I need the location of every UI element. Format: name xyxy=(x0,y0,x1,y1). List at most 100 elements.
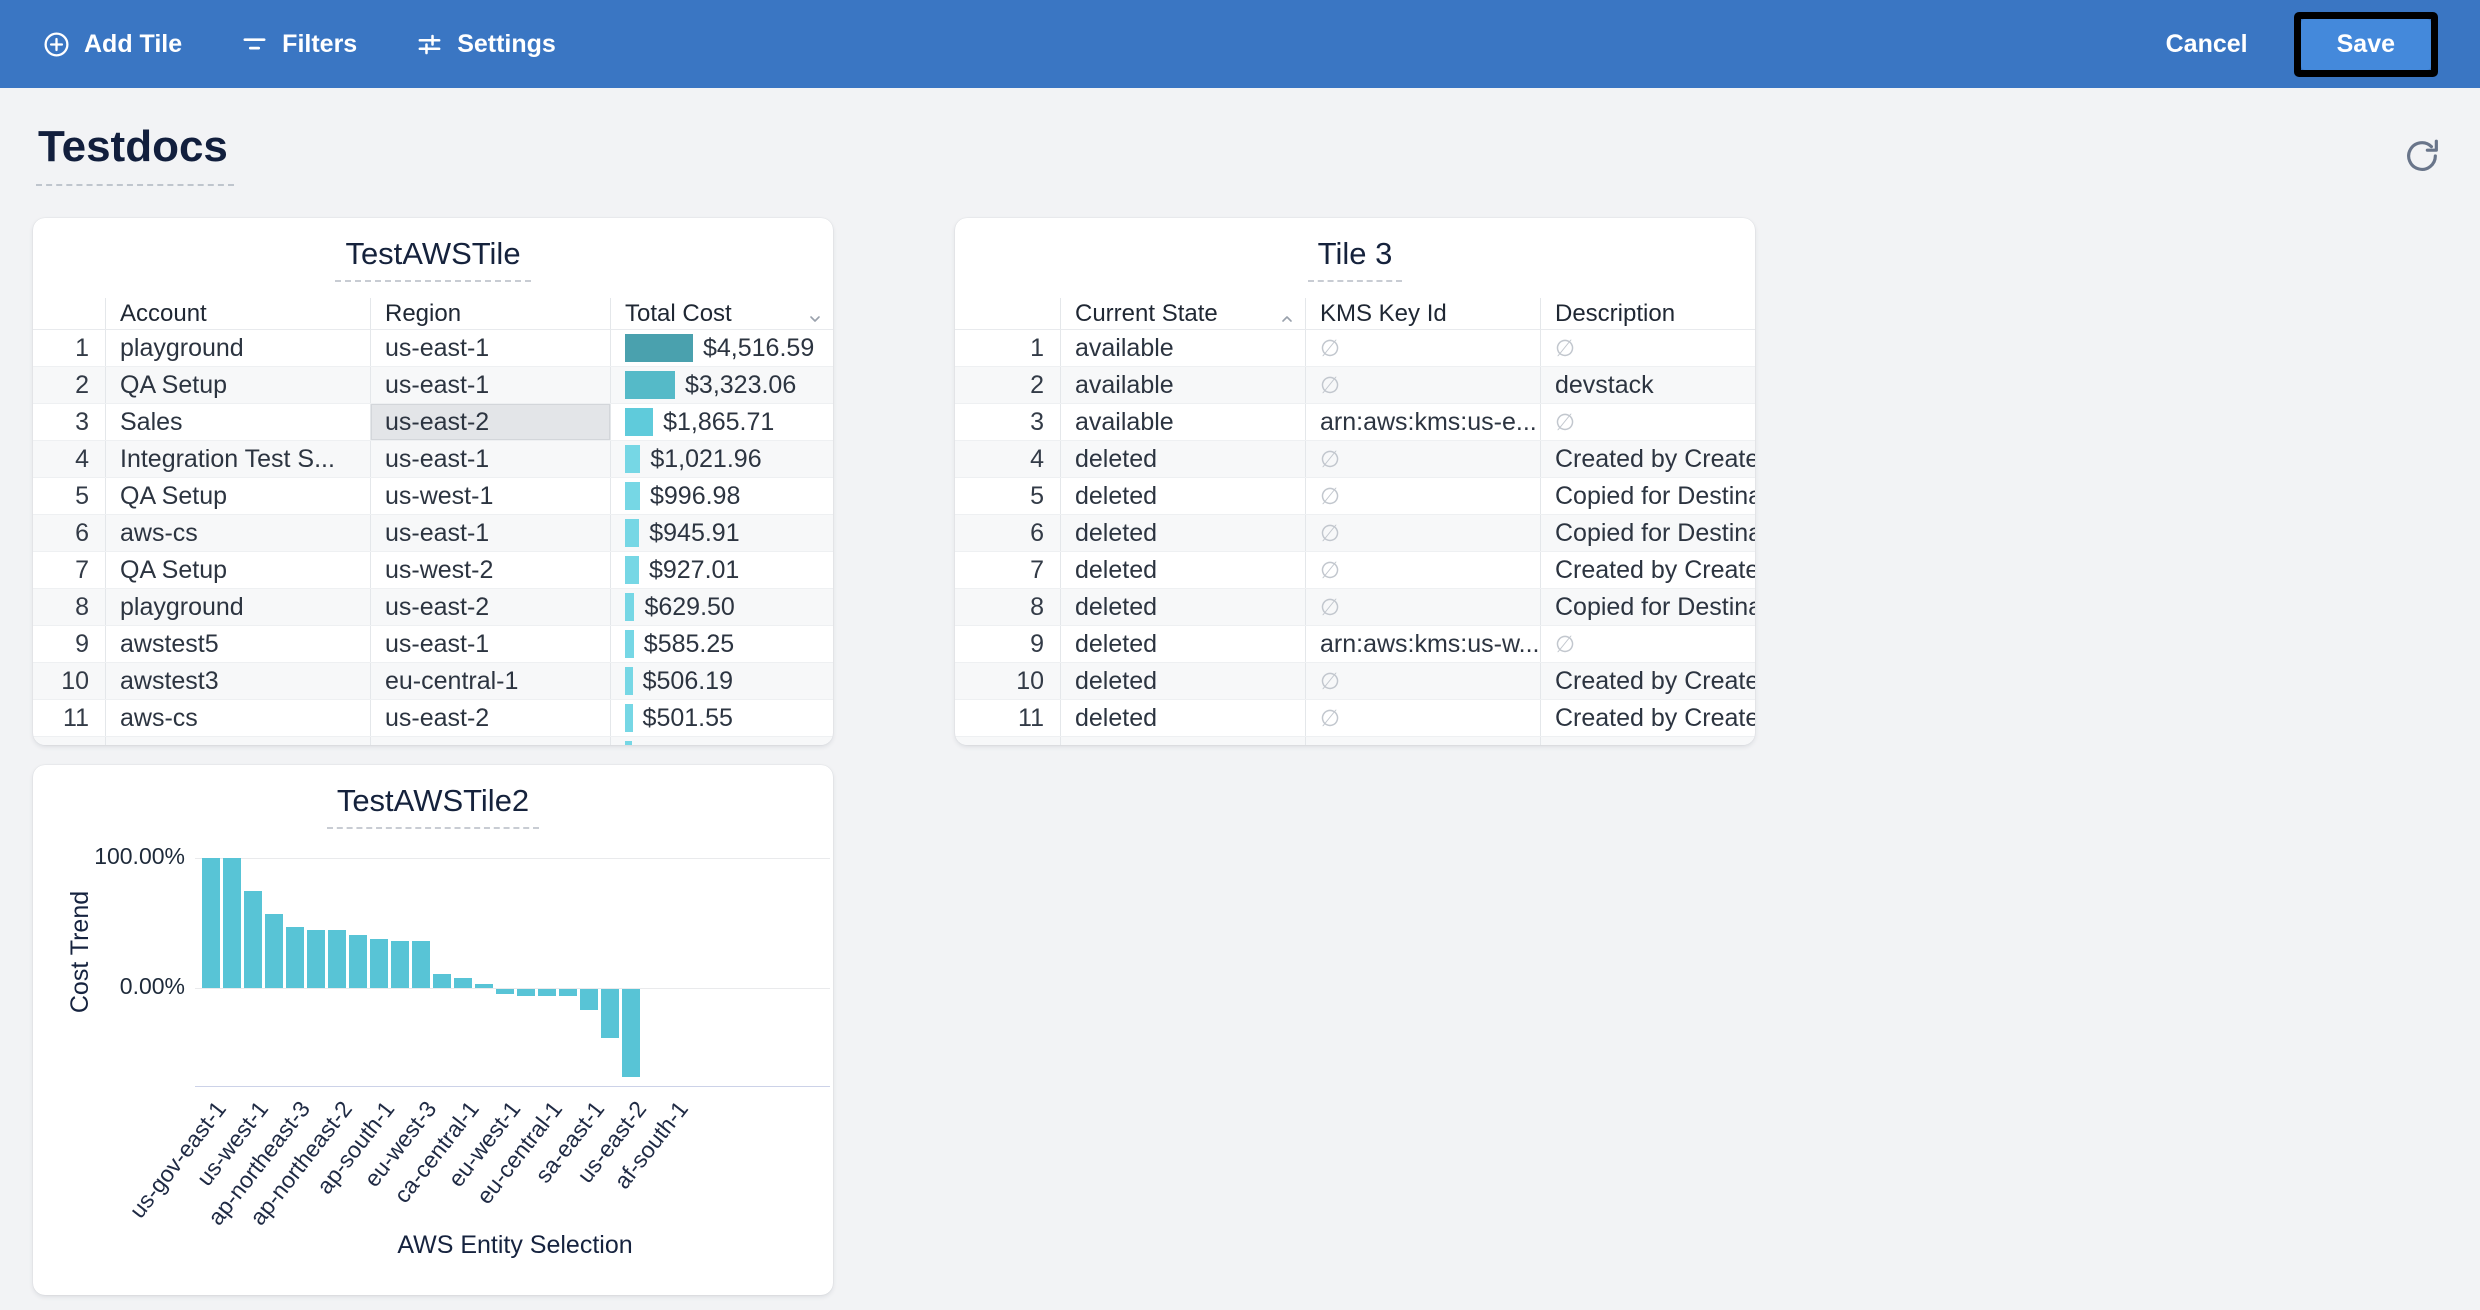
total-cost-cell[interactable]: $1,865.71 xyxy=(610,404,833,440)
column-header[interactable]: Region xyxy=(370,298,610,329)
account-cell[interactable]: Sales xyxy=(105,404,370,440)
settings-button[interactable]: Settings xyxy=(415,30,556,59)
account-cell[interactable]: aws-cs xyxy=(105,700,370,736)
description-cell[interactable]: Copied for Destina... xyxy=(1540,515,1755,551)
account-cell[interactable]: playground xyxy=(105,589,370,625)
current-state-cell[interactable]: deleted xyxy=(1060,552,1305,588)
chart-bar[interactable] xyxy=(412,941,430,988)
kms-key-cell[interactable]: ∅ xyxy=(1305,515,1540,551)
chart-bar[interactable] xyxy=(517,989,535,996)
refresh-icon[interactable] xyxy=(2402,136,2442,176)
account-cell[interactable]: QA Setup xyxy=(105,367,370,403)
chart-bar[interactable] xyxy=(559,989,577,996)
kms-key-cell[interactable]: arn:aws:kms:us-w... xyxy=(1305,626,1540,662)
kms-key-cell[interactable]: ∅ xyxy=(1305,589,1540,625)
chart-bar[interactable] xyxy=(601,989,619,1039)
region-cell[interactable]: us-west-1 xyxy=(370,478,610,514)
chart-bar[interactable] xyxy=(391,941,409,988)
region-cell[interactable]: us-east-1 xyxy=(370,515,610,551)
current-state-cell[interactable]: available xyxy=(1060,367,1305,403)
dashboard-title[interactable]: Testdocs xyxy=(36,122,234,186)
chart-bar[interactable] xyxy=(349,934,367,988)
current-state-cell[interactable]: deleted xyxy=(1060,478,1305,514)
description-cell[interactable]: ∅ xyxy=(1540,404,1755,440)
kms-key-cell[interactable]: ∅ xyxy=(1305,330,1540,366)
tile-title[interactable]: Tile 3 xyxy=(1307,236,1403,282)
chart-bar[interactable] xyxy=(265,913,283,988)
total-cost-cell[interactable]: $585.25 xyxy=(610,626,833,662)
chart-bar[interactable] xyxy=(244,890,262,988)
column-header[interactable]: Description xyxy=(1540,298,1755,329)
cancel-button[interactable]: Cancel xyxy=(2165,29,2248,58)
chart-bar[interactable] xyxy=(307,929,325,988)
current-state-cell[interactable]: deleted xyxy=(1060,663,1305,699)
column-header[interactable]: Current State xyxy=(1060,298,1305,329)
chart-bar[interactable] xyxy=(475,984,493,988)
description-cell[interactable]: ∅ xyxy=(1540,330,1755,366)
chevron-up-icon[interactable] xyxy=(1279,306,1295,330)
kms-key-cell[interactable]: arn:aws:kms:us-e... xyxy=(1305,404,1540,440)
chevron-down-icon[interactable] xyxy=(807,306,823,330)
account-cell[interactable]: awstest5 xyxy=(105,626,370,662)
region-cell[interactable]: us-east-2 xyxy=(370,700,610,736)
region-cell[interactable]: eu-central-1 xyxy=(370,663,610,699)
current-state-cell[interactable]: deleted xyxy=(1060,700,1305,736)
region-cell[interactable]: us-east-2 xyxy=(370,589,610,625)
add-tile-button[interactable]: Add Tile xyxy=(42,30,182,59)
chart-bar[interactable] xyxy=(223,858,241,988)
kms-key-cell[interactable]: ∅ xyxy=(1305,441,1540,477)
account-cell[interactable]: playground xyxy=(105,330,370,366)
chart-bar[interactable] xyxy=(538,989,556,996)
chart-bar[interactable] xyxy=(370,938,388,988)
current-state-cell[interactable]: available xyxy=(1060,330,1305,366)
chart-bar[interactable] xyxy=(622,989,640,1078)
total-cost-cell[interactable]: $501.55 xyxy=(610,700,833,736)
kms-key-cell[interactable]: ∅ xyxy=(1305,700,1540,736)
description-cell[interactable]: Created by Create... xyxy=(1540,552,1755,588)
description-cell[interactable]: Created by Create... xyxy=(1540,663,1755,699)
account-cell[interactable]: awstest3 xyxy=(105,663,370,699)
account-cell[interactable]: Integration Test S... xyxy=(105,441,370,477)
description-cell[interactable]: ∅ xyxy=(1540,626,1755,662)
kms-key-cell[interactable]: ∅ xyxy=(1305,552,1540,588)
account-cell[interactable]: QA Setup xyxy=(105,478,370,514)
chart-bar[interactable] xyxy=(328,929,346,988)
total-cost-cell[interactable]: $945.91 xyxy=(610,515,833,551)
chart-bar[interactable] xyxy=(433,973,451,988)
region-cell[interactable]: us-east-1 xyxy=(370,367,610,403)
description-cell[interactable]: Created by Create... xyxy=(1540,700,1755,736)
chart-bar[interactable] xyxy=(202,858,220,988)
current-state-cell[interactable]: available xyxy=(1060,404,1305,440)
current-state-cell[interactable]: deleted xyxy=(1060,441,1305,477)
total-cost-cell[interactable]: $3,323.06 xyxy=(610,367,833,403)
kms-key-cell[interactable]: ∅ xyxy=(1305,367,1540,403)
tile-title[interactable]: TestAWSTile xyxy=(335,236,531,282)
region-cell[interactable]: us-west-2 xyxy=(370,552,610,588)
region-cell-selected[interactable]: us-east-2 xyxy=(370,404,610,440)
column-header[interactable]: Account xyxy=(105,298,370,329)
chart-bar[interactable] xyxy=(286,926,304,988)
account-cell[interactable]: QA Setup xyxy=(105,552,370,588)
region-cell[interactable]: us-east-1 xyxy=(370,441,610,477)
description-cell[interactable]: Created by Create... xyxy=(1540,441,1755,477)
total-cost-cell[interactable]: $1,021.96 xyxy=(610,441,833,477)
total-cost-cell[interactable]: $4,516.59 xyxy=(610,330,833,366)
description-cell[interactable]: devstack xyxy=(1540,367,1755,403)
kms-key-cell[interactable]: ∅ xyxy=(1305,663,1540,699)
tile-title[interactable]: TestAWSTile2 xyxy=(326,783,540,829)
chart-bar[interactable] xyxy=(454,977,472,988)
total-cost-cell[interactable]: $506.19 xyxy=(610,663,833,699)
region-cell[interactable]: us-east-1 xyxy=(370,626,610,662)
chart-bar[interactable] xyxy=(580,989,598,1010)
current-state-cell[interactable]: deleted xyxy=(1060,589,1305,625)
save-button[interactable]: Save xyxy=(2300,18,2431,70)
account-cell[interactable]: aws-cs xyxy=(105,515,370,551)
description-cell[interactable]: Copied for Destina... xyxy=(1540,478,1755,514)
current-state-cell[interactable]: deleted xyxy=(1060,515,1305,551)
filters-button[interactable]: Filters xyxy=(240,30,357,59)
chart-bar[interactable] xyxy=(496,989,514,995)
total-cost-cell[interactable]: $996.98 xyxy=(610,478,833,514)
description-cell[interactable]: Copied for Destina... xyxy=(1540,589,1755,625)
column-header[interactable]: Total Cost xyxy=(610,298,833,329)
region-cell[interactable]: us-east-1 xyxy=(370,330,610,366)
